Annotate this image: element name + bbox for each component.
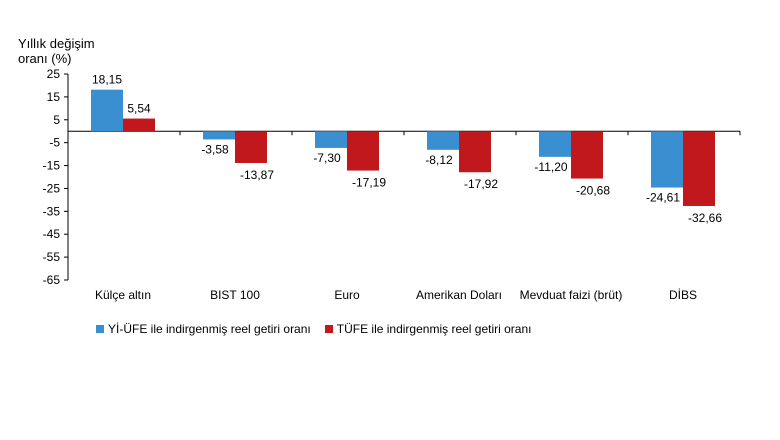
bar-series-1	[203, 131, 235, 140]
bar-series-1	[315, 131, 347, 148]
data-label: -13,87	[240, 168, 274, 182]
legend-label-series-1: Yİ-ÜFE ile indirgenmiş reel getiri oranı	[108, 322, 311, 336]
y-tick-label: -45	[43, 227, 61, 241]
legend-item-series-1: Yİ-ÜFE ile indirgenmiş reel getiri oranı	[96, 322, 311, 336]
legend: Yİ-ÜFE ile indirgenmiş reel getiri oranı…	[96, 322, 546, 336]
legend-label-series-2: TÜFE ile indirgenmiş reel getiri oranı	[336, 322, 532, 336]
legend-item-series-2: TÜFE ile indirgenmiş reel getiri oranı	[324, 322, 532, 336]
y-tick-label: -35	[43, 204, 61, 218]
bar-series-2	[347, 131, 379, 171]
x-category-label: Amerikan Doları	[416, 288, 502, 302]
data-label: -20,68	[576, 184, 610, 198]
data-label: -17,92	[464, 177, 498, 191]
bar-series-2	[683, 131, 715, 206]
y-axis-title-line2: oranı (%)	[18, 51, 72, 66]
data-label: 18,15	[92, 73, 122, 87]
legend-swatch-series-2	[324, 325, 333, 333]
x-category-label: BIST 100	[210, 288, 260, 302]
bar-chart: 25 15 5 -5 -15 -25 -35 -45 -55 -65 18,15 5,54 Külçe …	[43, 67, 741, 302]
y-tick-label: 5	[53, 113, 60, 127]
y-tick-label: -65	[43, 273, 61, 287]
y-tick-label: -25	[43, 181, 61, 195]
x-category-label: DİBS	[669, 288, 697, 302]
bar-series-2	[459, 131, 491, 173]
y-tick-label: 15	[47, 90, 61, 104]
x-category-label: Mevduat faizi (brüt)	[520, 288, 623, 302]
y-tick-label: -15	[43, 159, 61, 173]
data-label: -32,66	[688, 211, 722, 225]
bar-series-1	[539, 131, 571, 157]
bar-series-2	[123, 118, 155, 132]
bar-series-1	[427, 131, 459, 150]
y-axis-title: Yıllık değişim oranı (%)	[18, 36, 95, 66]
bar-series-2	[235, 131, 267, 163]
y-axis-title-line1: Yıllık değişim	[18, 36, 95, 51]
bar-series-1	[91, 89, 123, 132]
data-label: 5,54	[127, 102, 151, 116]
x-category-label: Euro	[334, 288, 360, 302]
data-label: -17,19	[352, 176, 386, 190]
data-label: -11,20	[534, 160, 567, 174]
x-category-label: Külçe altın	[95, 288, 151, 302]
bar-series-1	[651, 131, 683, 188]
data-label: -7,30	[313, 151, 341, 165]
y-tick-label: 25	[47, 67, 61, 81]
y-tick-label: -55	[43, 250, 61, 264]
bar-series-2	[571, 131, 603, 179]
legend-swatch-series-1	[96, 325, 104, 333]
data-label: -8,12	[425, 153, 453, 167]
y-tick-label: -5	[49, 136, 60, 150]
data-label: -24,61	[646, 191, 680, 205]
data-label: -3,58	[201, 142, 229, 156]
